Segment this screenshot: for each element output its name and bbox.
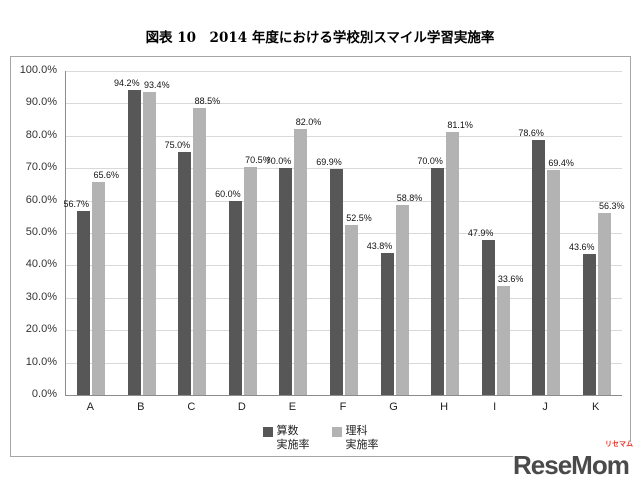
bar-H-series1: [446, 132, 460, 395]
bar-F-series1: [345, 224, 358, 395]
gridline: [66, 362, 622, 364]
bar-value-label: 93.4%: [144, 80, 170, 91]
x-tick-label: B: [137, 401, 145, 413]
legend-item-math: 算数 実施率: [262, 425, 310, 453]
x-tick-label: K: [592, 401, 600, 413]
legend-label-math-line2: 実施率: [276, 438, 310, 451]
bar-value-label: 43.8%: [366, 241, 393, 252]
resemom-logo-katakana: リセマム: [605, 441, 633, 448]
x-tick-label: A: [86, 401, 94, 413]
x-tick-label: H: [440, 401, 449, 413]
gridline: [66, 200, 622, 202]
gridline: [66, 135, 622, 137]
bar-K-series0: [582, 253, 596, 395]
bar-I-series1: [496, 286, 510, 395]
bar-value-label: 70.0%: [417, 156, 443, 167]
x-tick-label: E: [288, 401, 297, 413]
bar-G-series1: [395, 204, 409, 395]
y-tick-label: 90.0%: [25, 96, 57, 109]
legend-label-math: 算数 実施率: [277, 425, 310, 453]
legend-label-math-line1: 算数: [276, 425, 299, 437]
y-tick-label: 40.0%: [25, 258, 57, 271]
bar-value-label: 56.3%: [598, 200, 625, 211]
bar-value-label: 82.0%: [295, 117, 322, 128]
y-tick-label: 70.0%: [25, 161, 57, 174]
bar-H-series0: [431, 168, 445, 395]
bar-value-label: 56.7%: [63, 199, 90, 210]
bar-value-label: 81.1%: [447, 120, 473, 131]
bar-C-series1: [193, 108, 207, 395]
gridline: [66, 330, 622, 332]
bar-value-label: 70.5%: [245, 154, 271, 165]
bar-I-series0: [481, 239, 495, 395]
bar-F-series0: [330, 168, 343, 395]
bar-J-series0: [532, 140, 546, 395]
bar-value-label: 65.6%: [93, 170, 120, 181]
bar-A-series1: [92, 182, 106, 395]
bar-B-series0: [127, 89, 141, 395]
legend-swatch-math: [262, 427, 273, 437]
bar-value-label: 69.9%: [316, 156, 342, 167]
bar-value-label: 94.2%: [114, 77, 140, 88]
x-tick-label: C: [187, 401, 196, 413]
legend: 算数 実施率 理科 実施率: [11, 425, 630, 453]
x-tick-label: D: [237, 401, 246, 413]
y-tick-label: 50.0%: [25, 226, 57, 238]
y-tick-label: 20.0%: [25, 323, 57, 336]
gridline: [66, 103, 622, 105]
plot-area: 56.7% 65.6% 94.2% 93.4% 75.0% 88.5% 60.0% 70.5%…: [63, 71, 625, 396]
bar-value-label: 70.0%: [265, 156, 292, 167]
legend-swatch-science: [331, 427, 342, 437]
bar-value-label: 43.6%: [568, 241, 595, 252]
bar-E-series1: [294, 129, 308, 395]
bar-value-label: 75.0%: [164, 140, 191, 150]
bar-A-series0: [77, 211, 91, 395]
bar-J-series1: [547, 170, 561, 395]
bar-G-series0: [380, 253, 394, 395]
y-tick-label: 60.0%: [25, 193, 57, 206]
bar-E-series0: [279, 168, 293, 395]
bar-D-series0: [228, 200, 242, 395]
gridline: [66, 297, 622, 299]
x-axis-labels: A B C D E F G H I J K: [65, 401, 621, 417]
legend-label-science-line2: 実施率: [345, 438, 379, 451]
legend-item-science: 理科 実施率: [331, 425, 379, 453]
bar-value-label: 58.8%: [396, 192, 423, 203]
y-tick-label: 0.0%: [31, 388, 57, 400]
bar-value-label: 33.6%: [497, 274, 524, 285]
bar-K-series1: [597, 212, 611, 395]
gridline: [66, 71, 622, 72]
y-axis-labels: 0.0% 10.0% 20.0% 30.0% 40.0% 50.0% 60.0% 70.0% 8…: [11, 57, 59, 456]
bar-value-label: 88.5%: [194, 96, 221, 107]
bar-value-label: 47.9%: [467, 227, 494, 238]
y-tick-label: 10.0%: [25, 355, 57, 368]
gridline: [66, 168, 622, 170]
resemom-logo: リセマム ReseMom: [513, 441, 635, 480]
chart-box: 0.0% 10.0% 20.0% 30.0% 40.0% 50.0% 60.0% 70.0% 8…: [10, 56, 631, 457]
legend-label-science-line1: 理科: [345, 425, 368, 437]
y-tick-label: 30.0%: [25, 290, 57, 303]
bar-value-label: 52.5%: [346, 212, 372, 223]
x-tick-label: G: [389, 401, 398, 413]
x-tick-label: F: [339, 401, 347, 413]
bar-B-series1: [142, 92, 156, 395]
bar-value-label: 69.4%: [548, 158, 574, 169]
bar-D-series1: [243, 166, 257, 395]
y-tick-label: 100.0%: [19, 64, 57, 76]
legend-label-science: 理科 実施率: [346, 425, 379, 453]
gridline: [66, 265, 622, 267]
y-tick-label: 80.0%: [25, 128, 57, 141]
x-tick-label: I: [493, 401, 497, 413]
bar-C-series0: [178, 152, 192, 395]
bar-value-label: 60.0%: [215, 188, 241, 199]
chart-title: 図表 10 2014 年度における学校別スマイル学習実施率: [145, 30, 495, 46]
resemom-logo-text: ReseMom: [513, 450, 630, 480]
gridline: [66, 233, 622, 234]
bar-value-label: 78.6%: [518, 128, 544, 139]
x-tick-label: J: [542, 401, 548, 413]
